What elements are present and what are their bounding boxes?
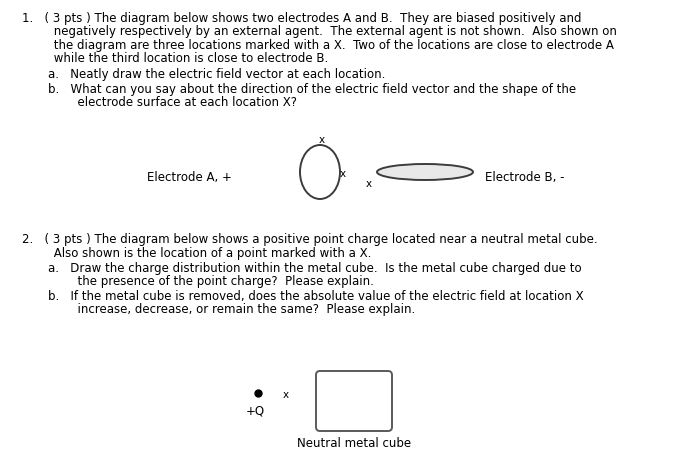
Text: +Q: +Q [246, 404, 265, 417]
Text: Also shown is the location of a point marked with a X.: Also shown is the location of a point ma… [35, 246, 372, 259]
Text: Neutral metal cube: Neutral metal cube [297, 437, 411, 450]
Text: the diagram are three locations marked with a X.  Two of the locations are close: the diagram are three locations marked w… [35, 39, 614, 52]
Text: negatively respectively by an external agent.  The external agent is not shown. : negatively respectively by an external a… [35, 26, 617, 39]
Text: while the third location is close to electrode B.: while the third location is close to ele… [35, 52, 328, 66]
Text: x: x [366, 179, 372, 189]
Ellipse shape [377, 164, 473, 180]
Text: x: x [283, 390, 289, 400]
Text: a.   Draw the charge distribution within the metal cube.  Is the metal cube char: a. Draw the charge distribution within t… [48, 262, 582, 275]
Text: x: x [319, 135, 325, 145]
Text: b.   What can you say about the direction of the electric field vector and the s: b. What can you say about the direction … [48, 83, 576, 95]
Text: electrode surface at each location X?: electrode surface at each location X? [55, 96, 297, 109]
Text: Electrode B, -: Electrode B, - [485, 170, 564, 184]
Text: increase, decrease, or remain the same?  Please explain.: increase, decrease, or remain the same? … [55, 303, 415, 317]
Text: b.   If the metal cube is removed, does the absolute value of the electric field: b. If the metal cube is removed, does th… [48, 290, 584, 303]
Text: a.   Neatly draw the electric field vector at each location.: a. Neatly draw the electric field vector… [48, 68, 386, 81]
Text: 2.   ( 3 pts ) The diagram below shows a positive point charge located near a ne: 2. ( 3 pts ) The diagram below shows a p… [22, 233, 598, 246]
Text: the presence of the point charge?  Please explain.: the presence of the point charge? Please… [55, 275, 374, 289]
Text: x: x [340, 169, 346, 179]
Text: 1.   ( 3 pts ) The diagram below shows two electrodes A and B.  They are biased : 1. ( 3 pts ) The diagram below shows two… [22, 12, 582, 25]
Text: Electrode A, +: Electrode A, + [147, 170, 232, 184]
